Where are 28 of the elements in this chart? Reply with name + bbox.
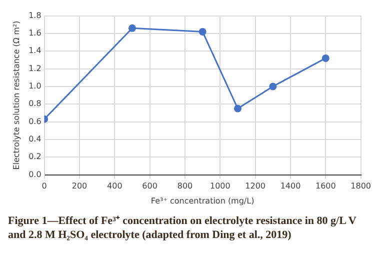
x-tick-label: 800 xyxy=(177,182,193,191)
y-tick-label: 1.6 xyxy=(28,28,42,38)
x-tick-label: 400 xyxy=(107,182,122,191)
x-tick-label: 0 xyxy=(42,182,47,191)
x-tick-label: 200 xyxy=(72,182,88,191)
point xyxy=(128,24,136,32)
caption: Figure 1—Effect of Fe³⁺ concentration on electrolyte resistance in 80 g/L V and 2.8 M H₂SO₄ electrolyte (adapted from Ding et al., 2019) xyxy=(8,214,358,242)
point xyxy=(198,28,206,36)
x-tick-label: 1400 xyxy=(280,182,301,191)
y-axis-title: Electrolyte solution resistance (Ω m²) xyxy=(12,20,21,170)
x-tick-label: 1600 xyxy=(315,182,336,191)
y-tick-label: 1.4 xyxy=(28,46,42,56)
x-tick-label: 1800 xyxy=(350,182,371,191)
x-tick-label: 600 xyxy=(142,182,158,191)
point xyxy=(269,82,277,90)
y-tick-label: 0.4 xyxy=(28,134,42,144)
y-tick-label: 0.2 xyxy=(28,152,42,162)
x-axis-title: Fe³⁺ concentration (mg/L) xyxy=(150,196,254,206)
y-tick-label: 0.8 xyxy=(28,99,42,108)
x-tick-label: 1000 xyxy=(210,182,230,191)
point xyxy=(322,54,330,62)
y-tick-label: 0.6 xyxy=(28,116,42,126)
y-tick-label: 1.8 xyxy=(28,10,42,20)
point xyxy=(234,104,242,112)
y-tick-label: 1.0 xyxy=(28,82,42,91)
y-tick-label: 0.0 xyxy=(28,170,42,179)
y-tick-label: 1.2 xyxy=(28,64,42,73)
x-tick-label: 1200 xyxy=(245,182,266,191)
